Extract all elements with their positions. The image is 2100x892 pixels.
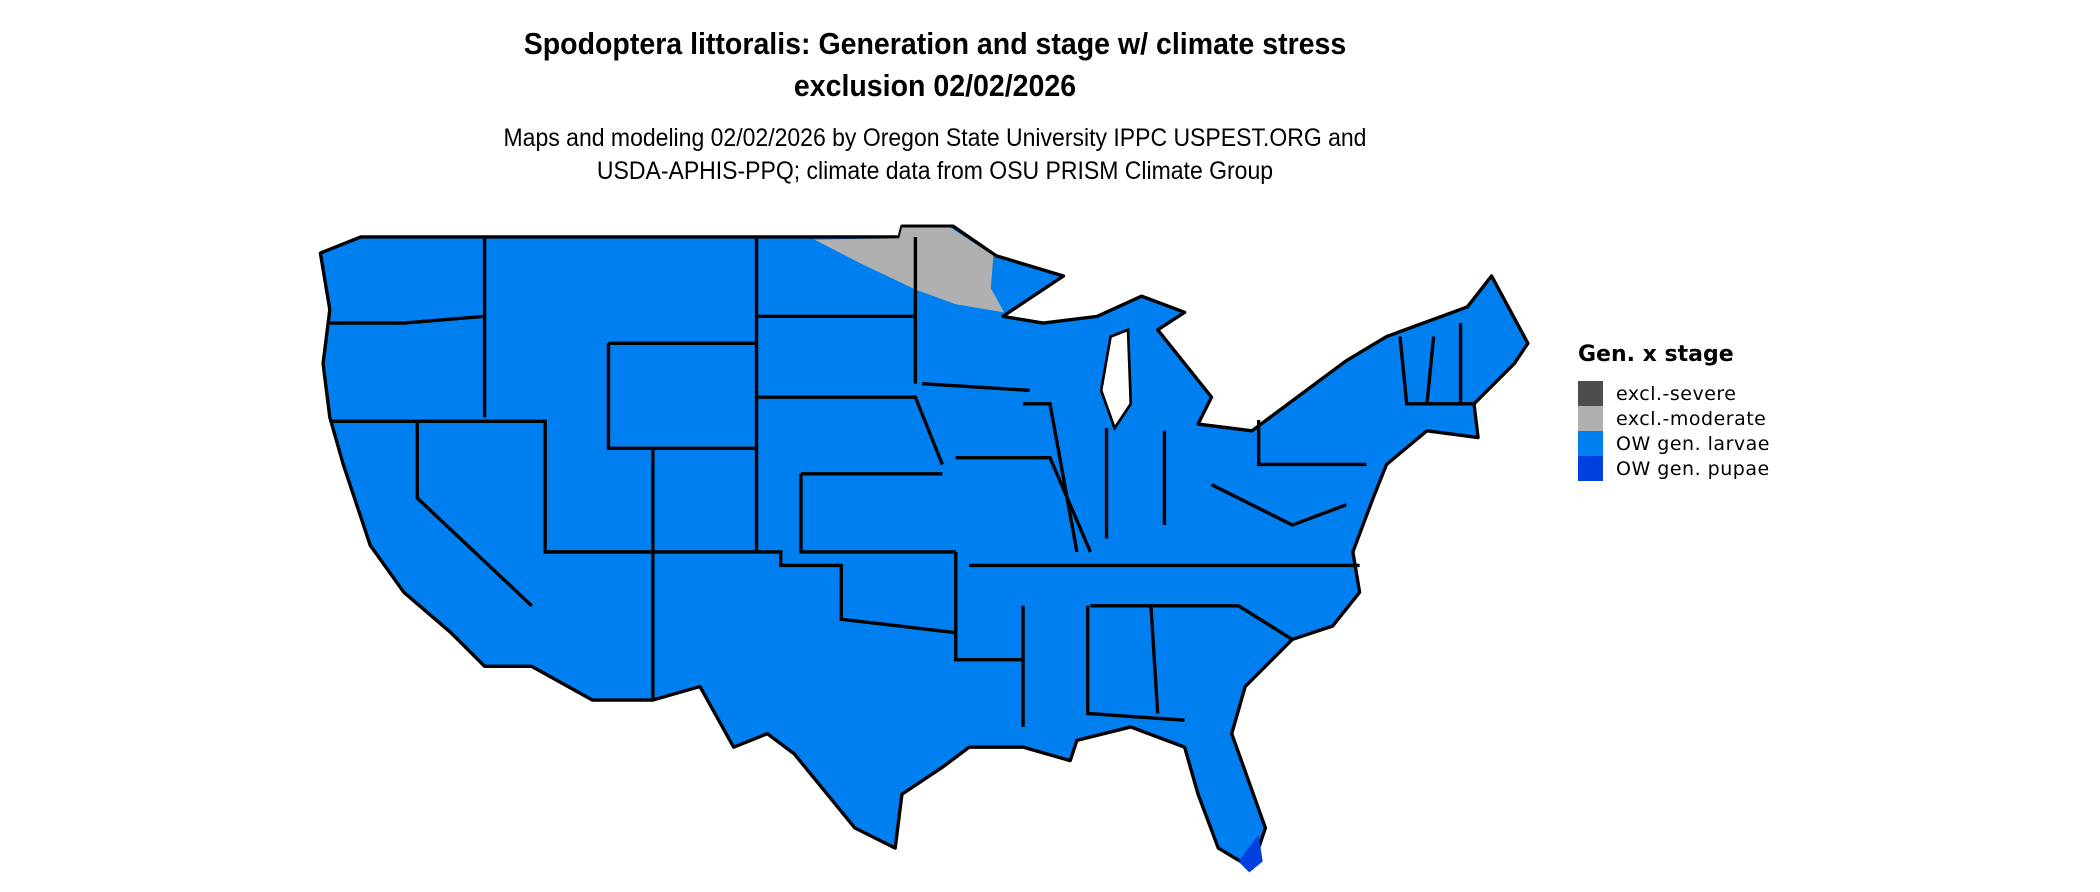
legend-swatch bbox=[1578, 381, 1603, 406]
map-title-line2: exclusion 02/02/2026 bbox=[793, 68, 1077, 103]
legend-title: Gen. x stage bbox=[1578, 342, 1734, 367]
state-borders bbox=[329, 236, 1475, 727]
map-subtitle-line2: USDA-APHIS-PPQ; climate data from OSU PR… bbox=[596, 157, 1274, 185]
map-subtitle-line1: Maps and modeling 02/02/2026 by Oregon S… bbox=[503, 124, 1367, 152]
legend: Gen. x stage excl.-severe excl.-moderate… bbox=[1578, 342, 1770, 481]
legend-swatch bbox=[1578, 456, 1603, 481]
legend-label: OW gen. pupae bbox=[1616, 457, 1770, 480]
legend-label: excl.-severe bbox=[1616, 382, 1737, 405]
legend-item-ow-larvae: OW gen. larvae bbox=[1578, 431, 1770, 456]
pupae-area bbox=[1238, 834, 1263, 873]
legend-swatch bbox=[1578, 406, 1603, 431]
excl-moderate-area bbox=[814, 227, 1005, 313]
us-outline-larvae bbox=[318, 224, 1530, 870]
lake-michigan bbox=[1099, 327, 1133, 432]
legend-label: OW gen. larvae bbox=[1616, 432, 1770, 455]
legend-label: excl.-moderate bbox=[1616, 407, 1767, 430]
legend-item-excl-moderate: excl.-moderate bbox=[1578, 406, 1770, 431]
legend-swatch bbox=[1578, 431, 1603, 456]
legend-item-ow-pupae: OW gen. pupae bbox=[1578, 456, 1770, 481]
map-title-line1: Spodoptera littoralis: Generation and st… bbox=[523, 26, 1347, 61]
legend-item-excl-severe: excl.-severe bbox=[1578, 381, 1770, 406]
